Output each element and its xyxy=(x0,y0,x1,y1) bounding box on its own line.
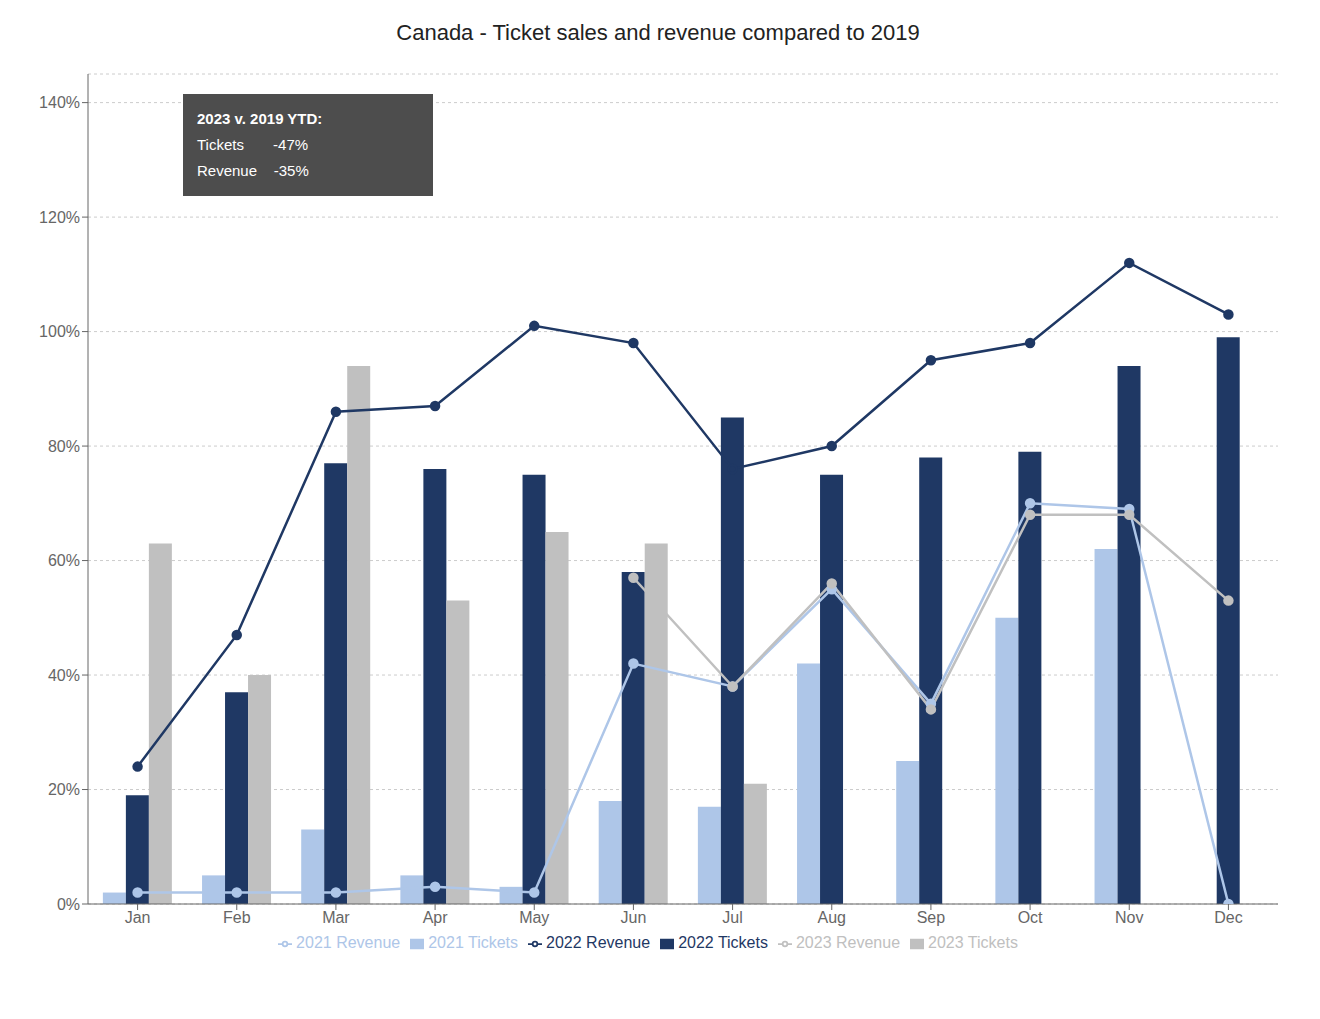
html-text:2023 Tickets: 2023 Tickets xyxy=(928,934,1018,951)
svg-text:Mar: Mar xyxy=(322,909,350,926)
html-text:Tickets -47%: Tickets -47% xyxy=(197,136,309,153)
svg-text:Sep: Sep xyxy=(917,909,946,926)
html-text:2021 Tickets: 2021 Tickets xyxy=(428,934,518,951)
svg-text:Oct: Oct xyxy=(1018,909,1043,926)
html-text:Revenue -35%: Revenue -35% xyxy=(197,162,309,179)
svg-text:40%: 40% xyxy=(48,667,80,684)
svg-text:20%: 20% xyxy=(48,781,80,798)
svg-text:May: May xyxy=(519,909,549,926)
svg-text:120%: 120% xyxy=(39,209,80,226)
svg-text:Apr: Apr xyxy=(423,909,449,926)
svg-text:60%: 60% xyxy=(48,552,80,569)
html-text:Canada - Ticket sales and reve: Canada - Ticket sales and revenue compar… xyxy=(396,20,920,45)
svg-text:100%: 100% xyxy=(39,323,80,340)
svg-text:Aug: Aug xyxy=(818,909,846,926)
html-text:2021 Revenue: 2021 Revenue xyxy=(296,934,401,951)
svg-text:80%: 80% xyxy=(48,438,80,455)
html-text:2022 Tickets: 2022 Tickets xyxy=(678,934,768,951)
svg-text:Nov: Nov xyxy=(1115,909,1143,926)
html-text:2022 Revenue: 2022 Revenue xyxy=(546,934,651,951)
html-text:2023 Revenue: 2023 Revenue xyxy=(796,934,900,951)
svg-text:0%: 0% xyxy=(57,896,80,913)
html-text:2023 v. 2019 YTD:: 2023 v. 2019 YTD: xyxy=(197,110,323,127)
svg-text:Jan: Jan xyxy=(125,909,151,926)
svg-text:Jun: Jun xyxy=(621,909,647,926)
svg-text:Dec: Dec xyxy=(1214,909,1242,926)
svg-text:Jul: Jul xyxy=(722,909,742,926)
svg-text:140%: 140% xyxy=(39,94,80,111)
svg-text:Feb: Feb xyxy=(223,909,251,926)
